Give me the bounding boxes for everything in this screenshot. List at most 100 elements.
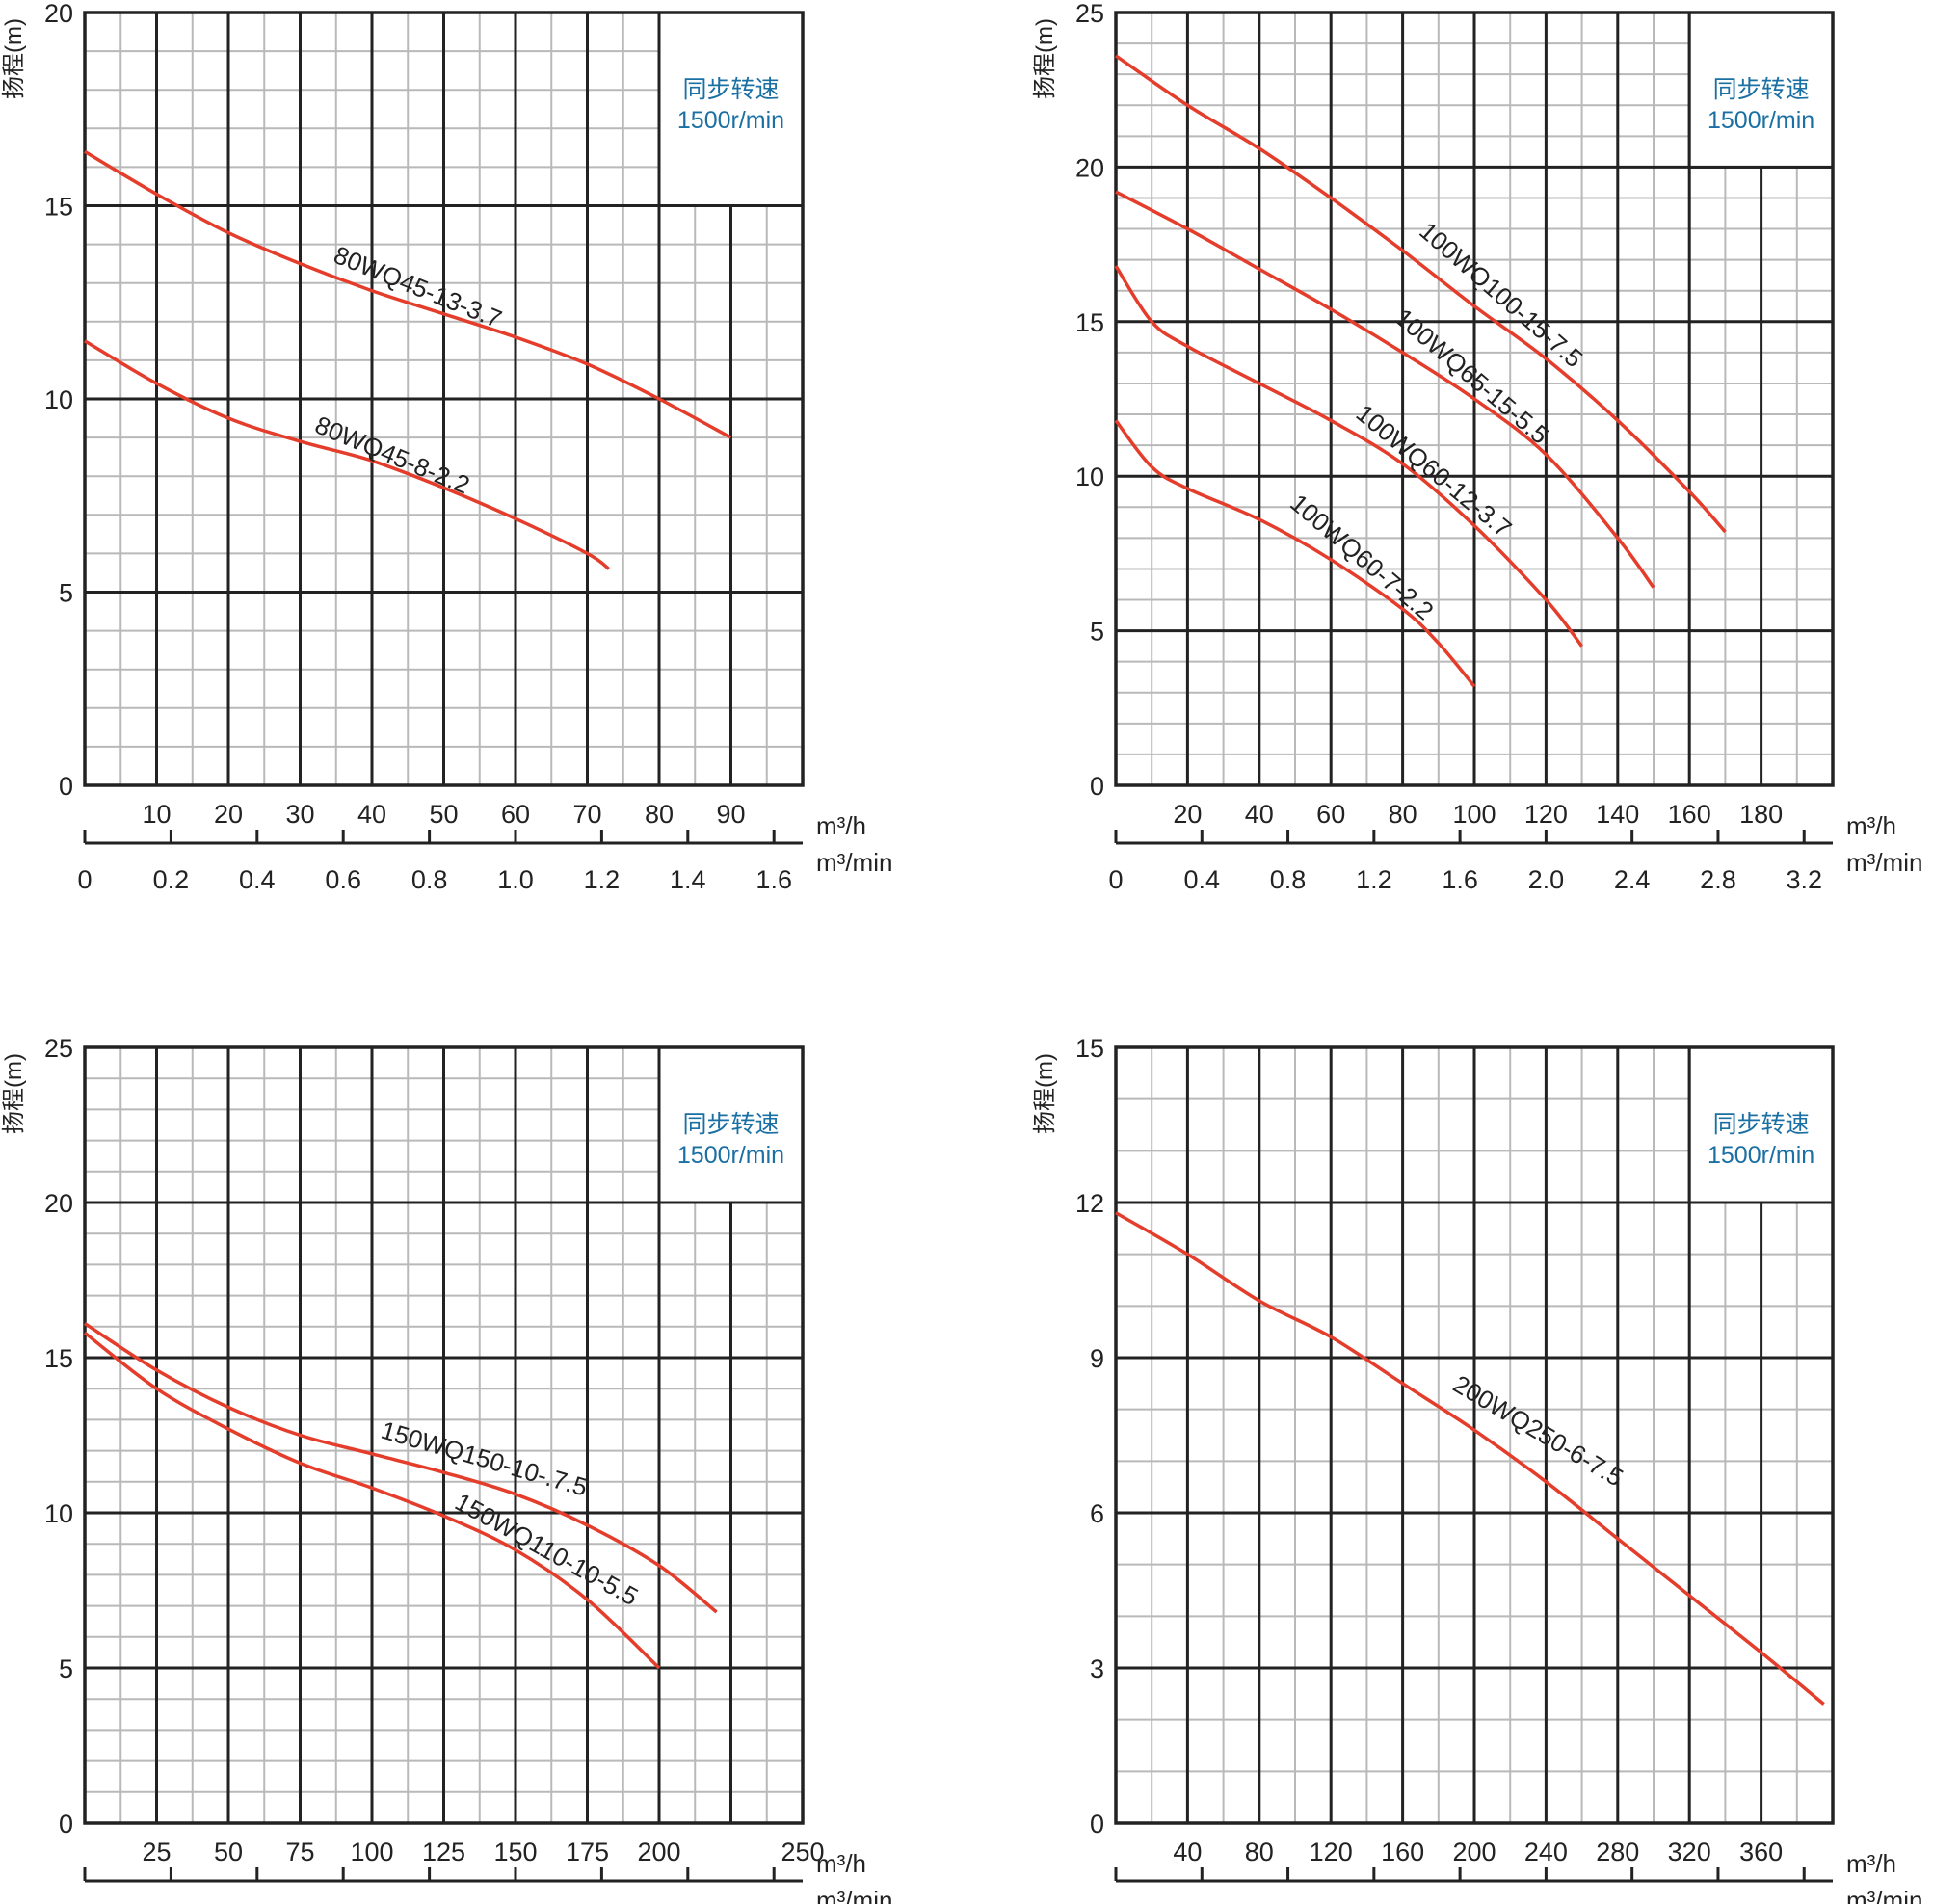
plot-frame	[1114, 11, 1835, 787]
y-tick-label: 5	[59, 1654, 73, 1683]
x-tick-label: 120	[1524, 800, 1568, 829]
x-tick-label: 60	[1316, 800, 1345, 829]
x-axis-unit-secondary: m³/min	[816, 1886, 892, 1904]
secondary-tick-label: 2.8	[1700, 865, 1736, 894]
y-tick-label: 10	[1075, 463, 1104, 491]
speed-note-box	[1687, 1045, 1835, 1204]
curve-label: 150WQ150-10-.7.5	[378, 1415, 591, 1502]
speed-note-title: 同步转速	[1713, 1111, 1810, 1138]
x-tick-label: 20	[214, 800, 243, 829]
x-tick-label: 100	[1452, 800, 1496, 829]
x-tick-label: 125	[422, 1838, 465, 1866]
x-axis-unit: m³/h	[1846, 1849, 1896, 1878]
speed-note-title: 同步转速	[1713, 76, 1810, 103]
chart-panel-1: 同步转速 1500r/min 0 5 10 15 20 扬程(m) 10 20 30 40 50 60 70…	[1, 0, 892, 894]
x-tick-label: 50	[429, 800, 458, 829]
x-axis-unit: m³/h	[816, 1849, 866, 1878]
x-tick-label: 40	[1245, 800, 1274, 829]
x-tick-label: 100	[350, 1838, 393, 1866]
x-tick-label: 180	[1739, 800, 1783, 829]
chart-panel-4: 同步转速 1500r/min 0 3 6 9 12 15 扬程(m) 40 80 120 160 200 2…	[1032, 1034, 1922, 1904]
y-tick-label: 15	[1075, 308, 1104, 337]
x-axis-unit-secondary: m³/min	[1846, 848, 1922, 877]
y-tick-label: 25	[44, 1034, 73, 1063]
performance-curve-150WQ110-10-5.5	[83, 1331, 661, 1670]
x-tick-label: 80	[1389, 800, 1417, 829]
x-tick-label: 40	[357, 800, 386, 829]
performance-curve-80WQ45-13-3.7	[84, 149, 732, 439]
y-tick-label: 6	[1090, 1499, 1104, 1528]
x-tick-label: 20	[1173, 800, 1202, 829]
secondary-tick-label: 2.4	[1614, 865, 1651, 894]
y-tick-label: 0	[59, 772, 73, 801]
x-tick-label: 40	[1173, 1838, 1202, 1866]
x-tick-label: 320	[1668, 1838, 1711, 1866]
x-tick-label: 80	[645, 800, 674, 829]
secondary-tick-label: 1.6	[755, 865, 792, 894]
y-tick-label: 10	[44, 1499, 73, 1528]
x-tick-label: 280	[1596, 1838, 1639, 1866]
x-tick-label: 150	[493, 1838, 537, 1866]
x-tick-label: 90	[716, 800, 745, 829]
y-tick-label: 5	[1090, 618, 1104, 647]
y-tick-label: 10	[44, 385, 73, 414]
speed-note-value: 1500r/min	[677, 1142, 784, 1169]
secondary-tick-label: 0	[77, 865, 92, 894]
x-tick-label: 30	[285, 800, 314, 829]
secondary-tick-label: 1.4	[670, 865, 706, 894]
x-tick-label: 60	[501, 800, 530, 829]
performance-curve-100WQ60-12-3.7	[1114, 265, 1583, 648]
y-axis-title: 扬程(m)	[1032, 18, 1058, 99]
speed-note-title: 同步转速	[682, 76, 779, 103]
y-axis-title: 扬程(m)	[1, 18, 27, 99]
curve-label: 100WQ60-12-3.7	[1351, 399, 1518, 543]
secondary-tick-label: 0.6	[325, 865, 361, 894]
secondary-tick-label: 0	[1108, 865, 1123, 894]
speed-note-title: 同步转速	[682, 1111, 779, 1138]
x-axis-unit-secondary: m³/min	[1846, 1886, 1922, 1904]
performance-curve-100WQ60-7-2.2	[1114, 419, 1476, 688]
performance-curve-100WQ100-15-7.5	[1115, 54, 1727, 534]
secondary-tick-label: 1.6	[1442, 865, 1478, 894]
performance-curve-100WQ65-15-5.5	[1115, 190, 1655, 589]
y-tick-label: 0	[59, 1810, 73, 1838]
performance-curve-200WQ250-6-7.5	[1115, 1211, 1825, 1706]
secondary-tick-label: 3.2	[1786, 865, 1822, 894]
secondary-tick-label: 0.8	[411, 865, 448, 894]
secondary-tick-label: 0.4	[239, 865, 276, 894]
x-tick-label: 25	[142, 1838, 171, 1866]
secondary-tick-label: 1.0	[497, 865, 534, 894]
x-tick-label: 200	[637, 1838, 680, 1866]
x-tick-label: 70	[572, 800, 601, 829]
y-tick-label: 15	[44, 1344, 73, 1373]
plot-frame	[1114, 1045, 1835, 1825]
y-axis-title: 扬程(m)	[1032, 1053, 1058, 1134]
secondary-tick-label: 1.2	[584, 865, 621, 894]
speed-note-value: 1500r/min	[1708, 1142, 1814, 1169]
y-tick-label: 0	[1090, 1810, 1104, 1838]
secondary-tick-label: 2.0	[1528, 865, 1565, 894]
y-tick-label: 5	[59, 579, 73, 608]
y-axis-title: 扬程(m)	[1, 1053, 27, 1134]
x-tick-label: 80	[1245, 1838, 1274, 1866]
y-tick-label: 20	[44, 0, 73, 28]
x-tick-label: 160	[1381, 1838, 1424, 1866]
x-tick-label: 240	[1524, 1838, 1568, 1866]
y-tick-label: 15	[1075, 1034, 1104, 1063]
x-axis-unit-secondary: m³/min	[816, 848, 892, 877]
plot-frame	[83, 11, 805, 787]
performance-curve-150WQ150-10-.7.5	[84, 1322, 718, 1614]
x-tick-label: 120	[1310, 1838, 1353, 1866]
x-tick-label: 10	[142, 800, 171, 829]
y-tick-label: 9	[1090, 1344, 1104, 1373]
x-tick-label: 175	[566, 1838, 609, 1866]
speed-note-box	[657, 11, 805, 207]
x-tick-label: 160	[1668, 800, 1711, 829]
y-tick-label: 20	[1075, 153, 1104, 182]
curve-label: 100WQ60-7-2.2	[1284, 489, 1439, 626]
y-tick-label: 15	[44, 193, 73, 222]
speed-note-value: 1500r/min	[677, 107, 784, 134]
secondary-tick-label: 1.2	[1356, 865, 1392, 894]
plot-frame	[83, 1045, 805, 1825]
